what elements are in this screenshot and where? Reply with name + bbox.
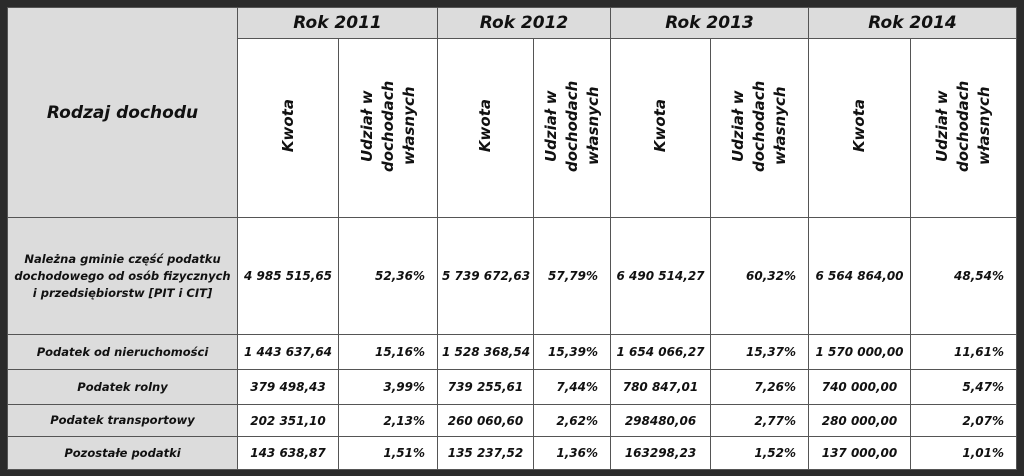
- row-label: Podatek rolny: [7, 369, 238, 405]
- income-table: Rodzaj dochodu Rok 2011 Rok 2012 Rok 2013 Ro…: [7, 7, 1017, 470]
- data-row: Pozostałe podatki 143 638,87 1,51% 135 237,…: [7, 436, 1017, 470]
- data-cell: 7,26%: [710, 369, 809, 405]
- data-cell: 739 255,61: [437, 369, 534, 405]
- data-cell: 137 000,00: [808, 436, 911, 470]
- subheader: Kwota: [610, 38, 711, 218]
- data-cell: 1,01%: [910, 436, 1017, 470]
- data-cell: 15,16%: [338, 334, 438, 370]
- data-cell: 2,77%: [710, 404, 809, 437]
- data-row: Podatek od nieruchomości 1 443 637,64 15,1…: [7, 334, 1017, 370]
- subheader-text: Udział w dochodach własnych: [729, 80, 789, 172]
- data-cell: 6 564 864,00: [808, 217, 911, 335]
- data-cell: 60,32%: [710, 217, 809, 335]
- data-cell: 280 000,00: [808, 404, 911, 437]
- subheader-text: Kwota: [278, 99, 297, 153]
- row-label: Podatek transportowy: [7, 404, 238, 437]
- row-label: Podatek od nieruchomości: [7, 334, 238, 370]
- data-cell: 202 351,10: [237, 404, 339, 437]
- data-cell: 740 000,00: [808, 369, 911, 405]
- subheader-row: Kwota Udział w dochodach własnych Kwota Udz…: [8, 38, 1017, 218]
- data-cell: 1 570 000,00: [808, 334, 911, 370]
- header-row: Rodzaj dochodu Rok 2011 Rok 2012 Rok 2013 Ro…: [7, 7, 1017, 218]
- subheader-text: Kwota: [476, 99, 494, 153]
- year-header: Rok 2011: [237, 7, 438, 39]
- data-row: Podatek transportowy 202 351,10 2,13% 260 0…: [7, 404, 1017, 437]
- data-cell: 780 847,01: [610, 369, 711, 405]
- table-body: Rodzaj dochodu Rok 2011 Rok 2012 Rok 2013 Ro…: [7, 7, 1017, 470]
- data-cell: 5,47%: [910, 369, 1017, 405]
- data-cell: 260 060,60: [437, 404, 534, 437]
- row-label: Należna gminie część podatku dochodowego…: [7, 217, 238, 335]
- data-cell: 5 739 672,63: [437, 217, 534, 335]
- data-cell: 163298,23: [610, 436, 711, 470]
- data-cell: 15,37%: [710, 334, 809, 370]
- subheader: Udział w dochodach własnych: [710, 38, 809, 218]
- subheader: Kwota: [437, 38, 534, 218]
- data-cell: 48,54%: [910, 217, 1017, 335]
- data-cell: 298480,06: [610, 404, 711, 437]
- row-label: Pozostałe podatki: [7, 436, 238, 470]
- data-cell: 7,44%: [533, 369, 611, 405]
- subheader-text: Udział w dochodach własnych: [541, 80, 602, 172]
- data-cell: 143 638,87: [237, 436, 339, 470]
- data-cell: 3,99%: [338, 369, 438, 405]
- data-row: Należna gminie część podatku dochodowego…: [7, 217, 1017, 335]
- corner-header: Rodzaj dochodu: [7, 7, 238, 218]
- data-row: Podatek rolny 379 498,43 3,99% 739 255,61 7,…: [7, 369, 1017, 405]
- data-cell: 1,36%: [533, 436, 611, 470]
- subheader-text: Kwota: [651, 99, 669, 153]
- data-cell: 4 985 515,65: [237, 217, 339, 335]
- data-cell: 1 654 066,27: [610, 334, 711, 370]
- subheader: Kwota: [808, 38, 911, 218]
- data-cell: 11,61%: [910, 334, 1017, 370]
- subheader: Udział w dochodach własnych: [338, 38, 438, 218]
- data-cell: 52,36%: [338, 217, 438, 335]
- subheader-text: Udział w dochodach własnych: [357, 80, 418, 172]
- data-cell: 6 490 514,27: [610, 217, 711, 335]
- data-cell: 2,62%: [533, 404, 611, 437]
- year-header: Rok 2012: [437, 7, 611, 39]
- data-cell: 2,07%: [910, 404, 1017, 437]
- subheader-text: Kwota: [850, 99, 868, 153]
- year-header: Rok 2014: [808, 7, 1017, 39]
- data-cell: 379 498,43: [237, 369, 339, 405]
- subheader-text: Udział w dochodach własnych: [933, 80, 993, 172]
- data-cell: 1 443 637,64: [237, 334, 339, 370]
- data-cell: 1,51%: [338, 436, 438, 470]
- data-cell: 15,39%: [533, 334, 611, 370]
- data-cell: 1,52%: [710, 436, 809, 470]
- subheader: Kwota: [237, 38, 339, 218]
- data-cell: 1 528 368,54: [437, 334, 534, 370]
- data-cell: 2,13%: [338, 404, 438, 437]
- subheader: Udział w dochodach własnych: [910, 38, 1017, 218]
- subheader: Udział w dochodach własnych: [533, 38, 611, 218]
- year-header: Rok 2013: [610, 7, 809, 39]
- data-cell: 57,79%: [533, 217, 611, 335]
- data-cell: 135 237,52: [437, 436, 534, 470]
